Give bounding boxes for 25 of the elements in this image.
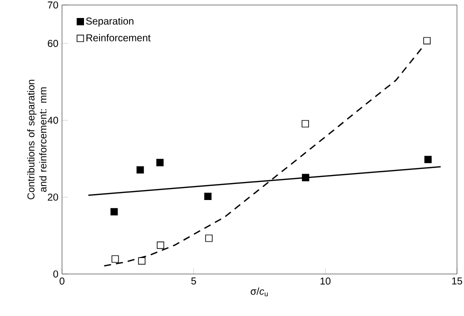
y-tick-label: 40: [48, 116, 58, 124]
point: [423, 37, 431, 44]
y-tick-label: 0: [53, 270, 58, 278]
point: [136, 166, 144, 174]
legend-label: Reinforcement: [86, 34, 151, 42]
x-tick-label: 10: [320, 278, 331, 285]
y-tick-label: 60: [48, 40, 58, 47]
point: [110, 208, 118, 216]
y-tick-label: 20: [48, 194, 58, 201]
y-tick-label: 70: [48, 1, 58, 9]
x-tick-label: 15: [452, 278, 462, 284]
point: [156, 242, 164, 249]
point: [205, 234, 213, 242]
x-tick-label: 5: [191, 278, 196, 284]
legend-label: Separation: [86, 17, 134, 27]
point: [112, 255, 119, 263]
point: [302, 174, 310, 182]
x-axis-title: σ/c$_{u}$: [250, 287, 268, 296]
point: [302, 120, 309, 128]
point: [156, 158, 164, 166]
point: [138, 257, 146, 265]
point: [424, 156, 432, 164]
y-axis-title: Contributions of separation and reinforcement: mm: [27, 80, 46, 200]
x-tick-label: 0: [60, 278, 64, 285]
point: [204, 192, 212, 200]
